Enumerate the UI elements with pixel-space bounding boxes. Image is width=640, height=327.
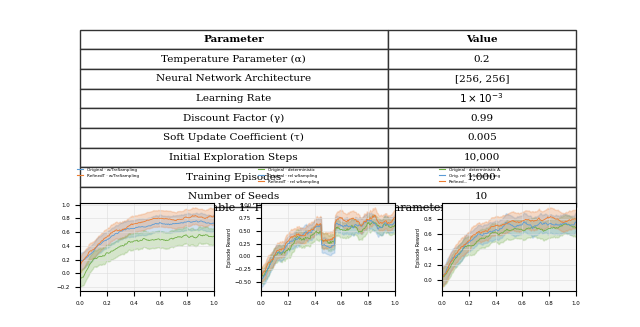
Y-axis label: Episode Reward: Episode Reward [416, 228, 420, 267]
Y-axis label: Episode Reward: Episode Reward [227, 228, 232, 267]
Legend: Original · deterministic, Original · rel wSampling, RefinedT · rel wSampling: Original · deterministic, Original · rel… [257, 166, 321, 185]
Text: Table 1: Training Configuration Parameters: Table 1: Training Configuration Paramete… [205, 203, 451, 214]
Legend: Original · deterministic A., Orig. rel · wSampling rng, Refined...: Original · deterministic A., Orig. rel ·… [437, 166, 502, 185]
Legend: Original · w/TreSampling, RefinedT · w/TreSampling: Original · w/TreSampling, RefinedT · w/T… [76, 166, 140, 179]
